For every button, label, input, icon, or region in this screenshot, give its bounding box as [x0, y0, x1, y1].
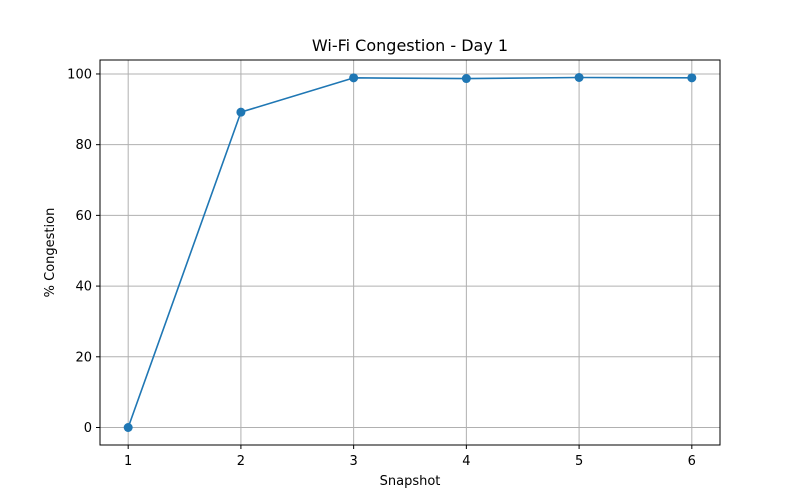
x-tick-label: 6 — [688, 454, 696, 469]
plot-frame — [99, 59, 721, 446]
y-tick-label: 100 — [67, 67, 92, 82]
y-tick-label: 0 — [84, 421, 92, 436]
y-tick-label: 80 — [75, 138, 92, 153]
series-layer — [123, 73, 697, 432]
x-tick-label: 2 — [237, 454, 245, 469]
data-point — [461, 74, 471, 84]
grid-lines — [100, 60, 720, 445]
x-tick-label: 5 — [575, 454, 583, 469]
data-point — [687, 73, 697, 83]
y-axis-title: % Congestion — [43, 208, 58, 298]
data-point — [574, 73, 584, 82]
x-tick-label: 1 — [124, 454, 132, 469]
data-point — [236, 107, 246, 117]
x-axis-title: Snapshot — [380, 474, 441, 489]
data-point — [123, 423, 133, 432]
x-tick-label: 3 — [349, 454, 357, 469]
x-tick-label: 4 — [462, 454, 470, 469]
y-tick-label: 60 — [75, 209, 92, 224]
chart-title: Wi-Fi Congestion - Day 1 — [312, 36, 508, 55]
data-point — [349, 73, 359, 83]
y-tick-label: 20 — [75, 350, 92, 365]
series-line — [127, 76, 692, 428]
y-tick-label: 40 — [75, 280, 92, 295]
